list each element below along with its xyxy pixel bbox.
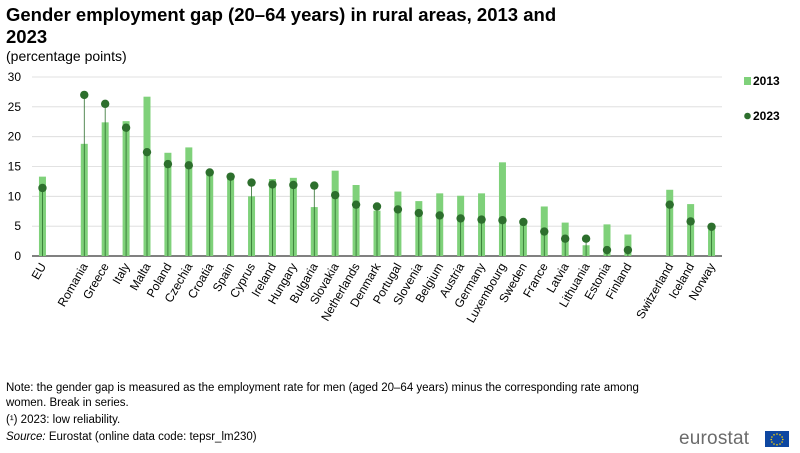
- bar-2013: [603, 224, 611, 256]
- dot-2023: [477, 215, 486, 224]
- dot-2023: [184, 161, 194, 170]
- dot-2023: [372, 202, 382, 211]
- dot-2023: [268, 180, 277, 189]
- y-tick-label: 20: [8, 130, 22, 144]
- bar-2013: [624, 234, 632, 256]
- dot-2023: [665, 200, 674, 209]
- legend-swatch-2023: [744, 112, 751, 120]
- dot-2023: [456, 214, 465, 223]
- eurostat-logo-text: eurostat: [679, 428, 750, 449]
- dot-2023: [623, 245, 633, 255]
- dot-2023: [80, 90, 89, 100]
- dot-2023: [560, 234, 570, 243]
- footnotes: Note: the gender gap is measured as the …: [6, 381, 666, 447]
- dot-2023: [38, 183, 47, 193]
- dot-2023: [226, 172, 235, 181]
- dot-2023: [100, 99, 110, 109]
- dot-2023: [540, 227, 549, 236]
- dot-2023: [498, 216, 507, 225]
- y-tick-label: 30: [8, 70, 22, 84]
- dot-2023: [519, 217, 528, 227]
- bar-2013: [498, 162, 506, 256]
- dot-2023: [686, 217, 695, 226]
- dot-2023: [707, 222, 716, 231]
- reliability-note: (¹) 2023: low reliability.: [6, 414, 121, 426]
- note-text: Note: the gender gap is measured as the …: [6, 382, 639, 409]
- y-tick-label: 10: [8, 189, 22, 203]
- x-tick-label: EU: [29, 261, 49, 282]
- dot-2023: [205, 168, 214, 177]
- dot-2023: [602, 245, 612, 255]
- dot-2023: [247, 178, 256, 187]
- eu-flag-icon: [765, 431, 789, 447]
- dot-2023: [393, 205, 403, 214]
- dot-2023: [310, 181, 319, 190]
- dot-2023: [351, 200, 361, 209]
- source-line: Source: Eurostat (online data code: teps…: [6, 430, 666, 445]
- legend-label-2023: 2023: [753, 109, 780, 123]
- dot-2023: [330, 190, 340, 200]
- source-label: Source:: [6, 431, 46, 443]
- dot-2023: [435, 211, 444, 220]
- y-tick-label: 5: [14, 219, 21, 233]
- dot-2023: [142, 147, 152, 157]
- dot-2023: [414, 208, 424, 218]
- dot-2023: [163, 159, 173, 169]
- chart-subtitle: (percentage points): [6, 48, 127, 64]
- legend-swatch-2013: [744, 77, 751, 85]
- y-tick-label: 25: [8, 100, 22, 114]
- dot-2023: [581, 234, 591, 243]
- chart-title: Gender employment gap (20–64 years) in r…: [6, 4, 557, 47]
- y-tick-label: 15: [8, 160, 22, 174]
- dot-2023: [289, 180, 298, 190]
- legend-label-2013: 2013: [753, 74, 780, 88]
- source-text: Eurostat (online data code: tepsr_lm230): [45, 431, 257, 443]
- y-tick-label: 0: [14, 249, 21, 263]
- dot-2023: [121, 123, 131, 132]
